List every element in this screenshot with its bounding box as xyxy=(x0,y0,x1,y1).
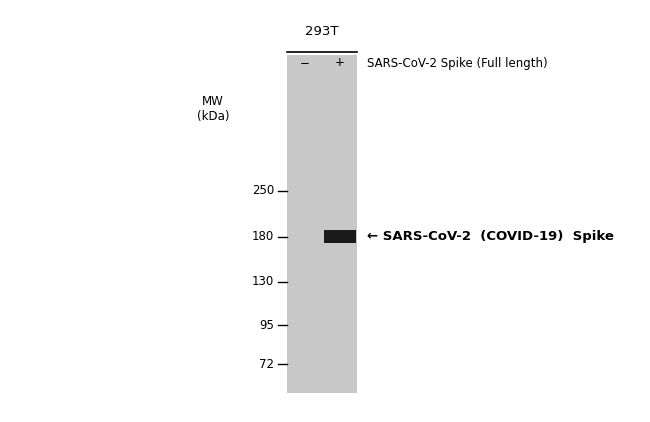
Text: 250: 250 xyxy=(252,184,274,197)
Text: 293T: 293T xyxy=(306,25,339,38)
Text: +: + xyxy=(335,57,344,70)
Text: 72: 72 xyxy=(259,357,274,371)
Text: 130: 130 xyxy=(252,276,274,288)
Text: 95: 95 xyxy=(259,319,274,332)
Text: −: − xyxy=(300,57,309,70)
Text: 180: 180 xyxy=(252,230,274,243)
Text: ← SARS-CoV-2  (COVID-19)  Spike: ← SARS-CoV-2 (COVID-19) Spike xyxy=(367,230,614,243)
Bar xyxy=(324,230,356,243)
Text: SARS-CoV-2 Spike (Full length): SARS-CoV-2 Spike (Full length) xyxy=(367,57,547,70)
Bar xyxy=(287,55,357,393)
Text: MW
(kDa): MW (kDa) xyxy=(197,95,229,123)
